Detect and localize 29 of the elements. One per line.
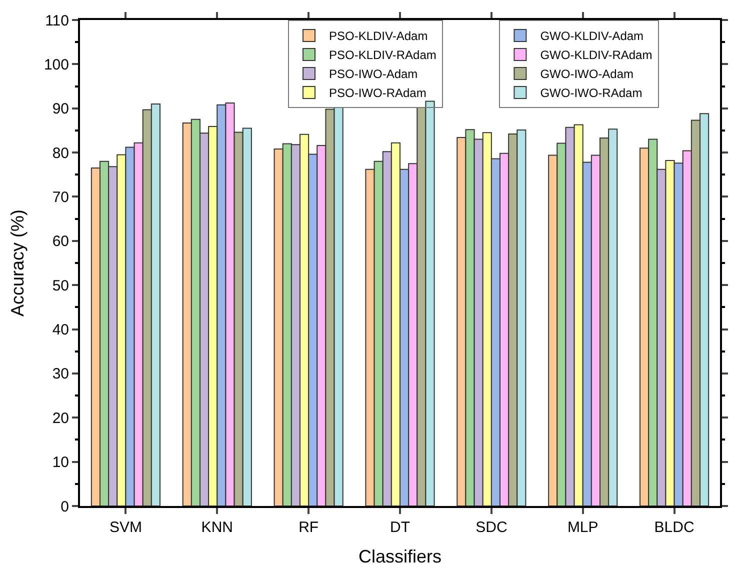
x-tick-label: RF bbox=[298, 519, 319, 536]
y-tick-label: 20 bbox=[52, 410, 69, 427]
x-tick-label: KNN bbox=[201, 519, 233, 536]
y-tick-label: 110 bbox=[45, 12, 69, 30]
legend-label: GWO-IWO-RAdam bbox=[540, 86, 642, 100]
x-tick-label: SDC bbox=[476, 519, 508, 536]
x-tick-label: MLP bbox=[567, 519, 598, 536]
y-tick-label: 30 bbox=[52, 366, 69, 383]
y-tick-label: 0 bbox=[60, 498, 69, 516]
legend-label: PSO-KLDIV-RAdam bbox=[329, 48, 436, 62]
legend-label: GWO-KLDIV-RAdam bbox=[540, 48, 652, 62]
x-tick-label: SVM bbox=[109, 519, 142, 536]
legend-label: PSO-IWO-RAdam bbox=[329, 86, 426, 100]
x-axis-title: Classifiers bbox=[358, 546, 442, 567]
y-tick-label: 60 bbox=[52, 233, 69, 250]
x-tick-label: DT bbox=[390, 519, 410, 536]
y-tick-label: 80 bbox=[52, 144, 69, 162]
legend-label: PSO-KLDIV-Adam bbox=[329, 29, 428, 44]
y-tick-label: 10 bbox=[52, 454, 69, 472]
y-tick-label: 100 bbox=[44, 56, 69, 74]
y-tick-label: 40 bbox=[52, 322, 69, 339]
legend-label: GWO-IWO-Adam bbox=[540, 67, 634, 82]
y-tick-label: 50 bbox=[52, 277, 69, 294]
y-axis-title: Accuracy (%) bbox=[8, 209, 28, 317]
y-tick-label: 90 bbox=[52, 100, 69, 118]
x-tick-label: BLDC bbox=[654, 519, 694, 536]
legend-label: GWO-KLDIV-Adam bbox=[540, 29, 644, 44]
y-tick-label: 70 bbox=[52, 188, 69, 206]
legend-label: PSO-IWO-Adam bbox=[329, 67, 418, 82]
